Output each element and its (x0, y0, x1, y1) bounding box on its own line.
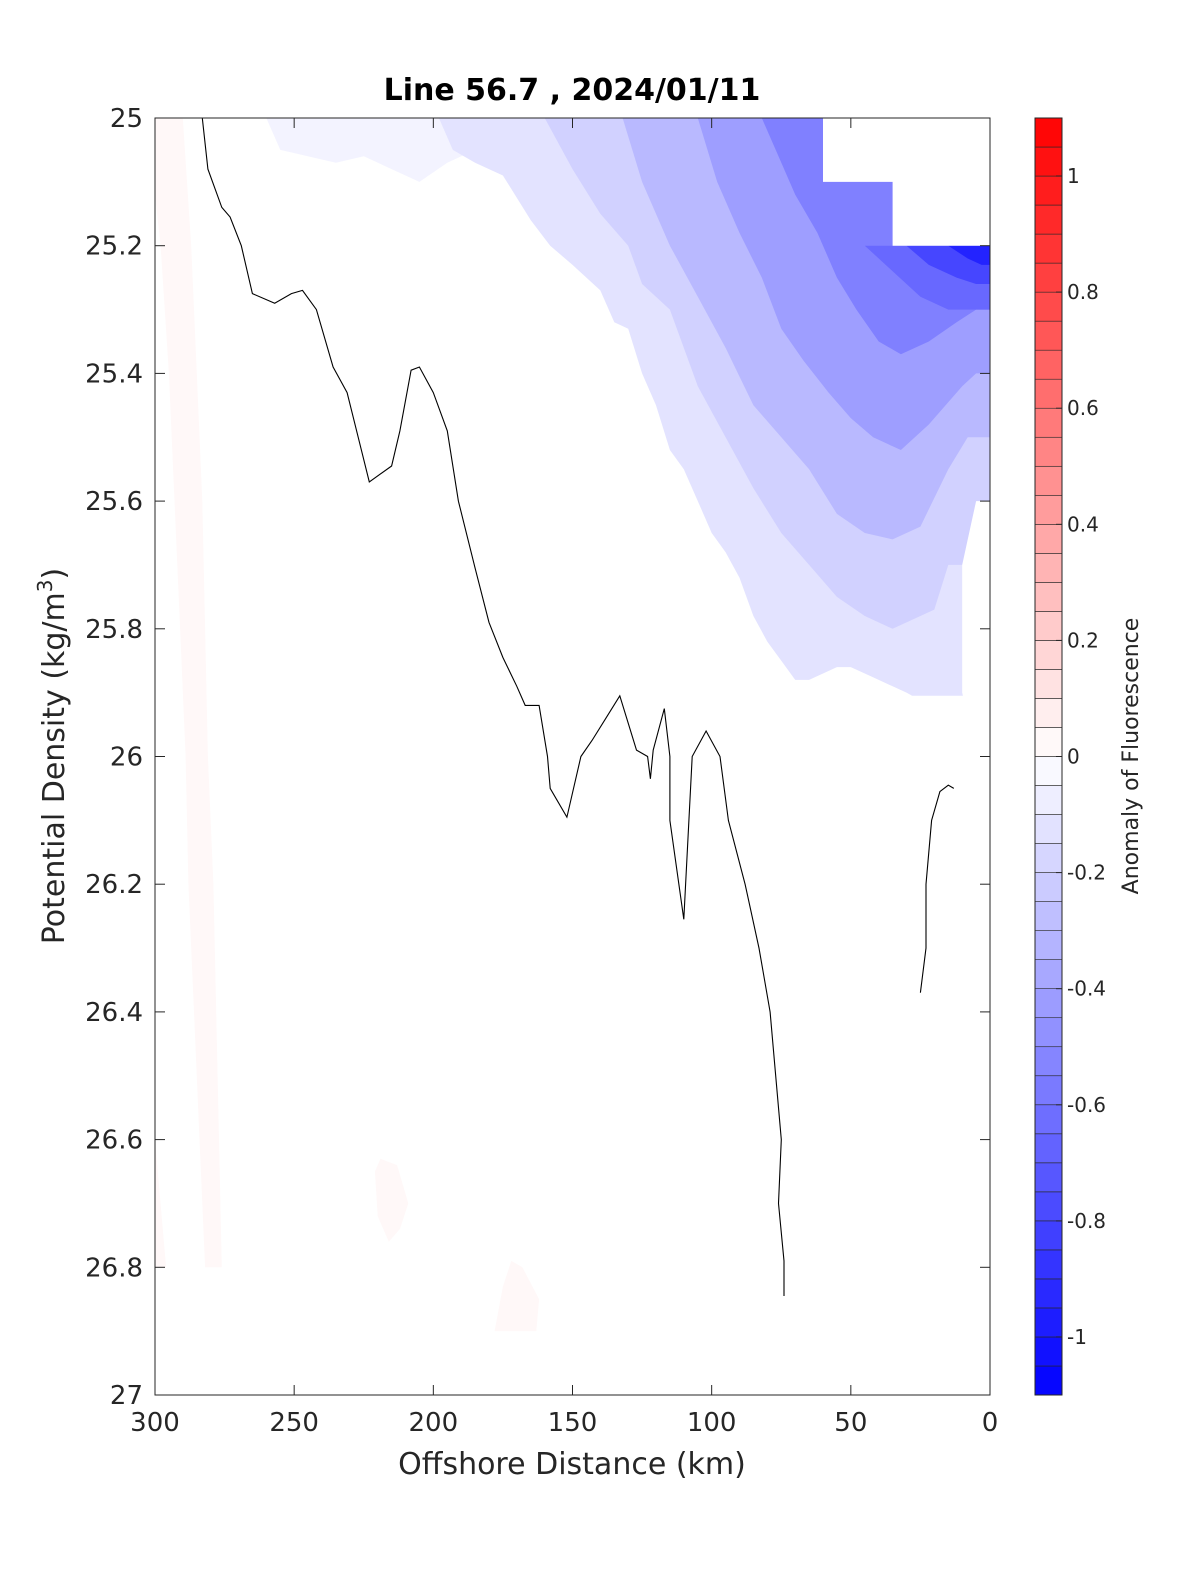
colorbar-level (1034, 1104, 1063, 1135)
colorbar-level (1034, 1133, 1063, 1164)
colorbar-tick-label: -0.6 (1067, 1093, 1106, 1117)
colorbar-level (1034, 727, 1063, 757)
y-axis-label-end: ) (37, 568, 72, 580)
colorbar-level (1034, 901, 1063, 931)
y-tick-label: 27 (110, 1381, 143, 1411)
colorbar-tick-label: 0.4 (1067, 512, 1099, 536)
y-tick-label: 26.4 (85, 998, 143, 1028)
colorbar-level (1034, 349, 1063, 380)
colorbar-level (1034, 436, 1063, 467)
colorbar-level (1034, 1307, 1063, 1338)
positive-patch-2 (155, 1139, 167, 1268)
colorbar-level (1034, 872, 1063, 902)
colorbar-level (1034, 611, 1063, 641)
x-axis: 300 250 200 150 100 50 0 (130, 118, 998, 1438)
colorbar-level (1034, 988, 1063, 1019)
colorbar-level (1034, 175, 1063, 206)
colorbar-level (1034, 1046, 1063, 1077)
colorbar-tick-label: -0.4 (1067, 977, 1106, 1001)
colorbar-level (1034, 1162, 1063, 1193)
y-tick-label: 26.2 (85, 870, 143, 900)
colorbar-level (1034, 814, 1063, 844)
colorbar-level (1034, 640, 1063, 670)
colorbar-tick-label: -0.8 (1067, 1209, 1106, 1233)
y-tick-label: 25.2 (85, 232, 143, 262)
colorbar-level (1034, 582, 1063, 612)
y-tick-label: 25 (110, 104, 143, 134)
y-axis-label-main: Potential Density (kg/m (37, 592, 72, 944)
y-tick-label: 25.8 (85, 615, 143, 645)
colorbar-level (1034, 1220, 1063, 1251)
x-tick-label: 0 (982, 1408, 999, 1438)
positive-patch-4 (494, 1260, 540, 1332)
colorbar-level (1034, 669, 1063, 699)
colorbar-level (1034, 698, 1063, 728)
colorbar: -1 -0.8 -0.6 -0.4 -0.2 0 0.2 0.4 0.6 0.8 1 (1034, 117, 1106, 1396)
colorbar-tick-label: 0.2 (1067, 628, 1099, 652)
colorbar-level (1034, 1075, 1063, 1106)
colorbar-level (1034, 843, 1063, 873)
colorbar-tick-label: 0 (1067, 745, 1080, 769)
colorbar-level (1034, 291, 1063, 322)
zero-contour-main (201, 118, 785, 1296)
chart-title: Line 56.7 , 2024/01/11 (384, 73, 761, 108)
x-tick-label: 150 (548, 1408, 598, 1438)
colorbar-level (1034, 930, 1063, 960)
colorbar-tick-label: -1 (1067, 1325, 1087, 1349)
colorbar-tick-label: 0.8 (1067, 280, 1099, 304)
y-tick-label: 26.6 (85, 1126, 143, 1156)
colorbar-level (1034, 1249, 1063, 1280)
positive-anomaly-patches (155, 118, 540, 1332)
colorbar-level (1034, 1017, 1063, 1048)
x-tick-label: 100 (687, 1408, 737, 1438)
colorbar-label: Anomaly of Fluorescence (1119, 618, 1144, 895)
colorbar-level (1034, 1278, 1063, 1309)
no-data-area (823, 118, 990, 246)
colorbar-level (1034, 1191, 1063, 1222)
x-tick-label: 50 (834, 1408, 867, 1438)
colorbar-tick-label: 0.6 (1067, 396, 1099, 420)
colorbar-level (1034, 1365, 1063, 1396)
colorbar-level (1034, 233, 1063, 264)
y-axis-label: Potential Density (kg/m3) (33, 568, 72, 944)
colorbar-tick-label: 1 (1067, 164, 1080, 188)
x-axis-label: Offshore Distance (km) (398, 1447, 746, 1482)
colorbar-level (1034, 785, 1063, 815)
y-axis-label-superscript: 3 (33, 579, 57, 592)
colorbar-level (1034, 553, 1063, 583)
y-axis: 25 25.2 25.4 25.6 25.8 26 26.2 26.4 26.6 26.8 27 (85, 104, 990, 1411)
colorbar-level (1034, 959, 1063, 989)
colorbar-tick-label: -0.2 (1067, 861, 1106, 885)
colorbar-level (1034, 524, 1063, 554)
x-tick-label: 200 (409, 1408, 459, 1438)
colorbar-level (1034, 262, 1063, 293)
colorbar-level (1034, 320, 1063, 351)
colorbar-level (1034, 146, 1063, 177)
colorbar-level (1034, 756, 1063, 786)
y-tick-label: 26.8 (85, 1253, 143, 1283)
x-tick-label: 250 (269, 1408, 319, 1438)
positive-patch-1 (155, 118, 222, 1268)
zero-contour-small (919, 784, 955, 993)
zero-contour-lines (201, 118, 955, 1296)
fluorescence-field (266, 118, 990, 757)
colorbar-level (1034, 378, 1063, 409)
y-tick-label: 26 (110, 743, 143, 773)
coast-gap (962, 501, 990, 757)
colorbar-level (1034, 407, 1063, 438)
no-data-region (823, 118, 990, 246)
y-tick-label: 25.6 (85, 487, 143, 517)
colorbar-level (1034, 465, 1063, 496)
positive-patch-3 (374, 1158, 409, 1242)
colorbar-level (1034, 1336, 1063, 1367)
colorbar-level (1034, 494, 1063, 525)
colorbar-level (1034, 117, 1063, 148)
coastal-band-3 (948, 245, 990, 265)
y-tick-label: 25.4 (85, 359, 143, 389)
colorbar-level (1034, 204, 1063, 235)
x-tick-label: 300 (130, 1408, 180, 1438)
